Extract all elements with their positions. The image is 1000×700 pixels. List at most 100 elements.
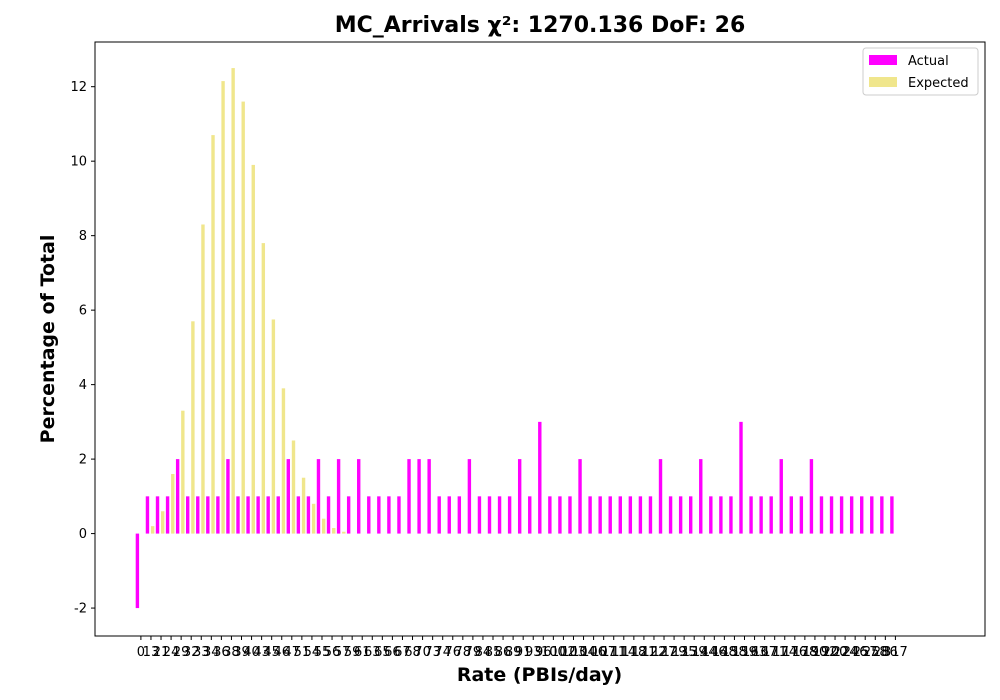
x-tick-label: 46: [273, 645, 290, 660]
bar-actual-224: [839, 496, 844, 534]
bar-expected-13: [150, 526, 155, 534]
bar-actual-61: [357, 459, 361, 534]
bar-actual-121: [638, 496, 643, 534]
bar-actual-73: [427, 459, 431, 534]
y-tick-label: 2: [79, 453, 87, 468]
x-tick-label: 178: [792, 645, 817, 660]
bar-actual-114: [618, 496, 622, 534]
x-tick-label: 104: [571, 645, 596, 660]
x-tick-label: 38: [223, 645, 240, 660]
x-tick-label: 106: [581, 645, 606, 660]
x-tick-label: 40: [243, 645, 260, 660]
bar-actual-59: [346, 496, 351, 534]
bar-expected-24: [171, 474, 175, 534]
bar-actual-258: [870, 496, 874, 534]
bar-actual-86: [497, 496, 502, 534]
x-tick-label: 51: [294, 645, 311, 660]
plot-area: [135, 68, 894, 609]
bar-actual-63: [367, 496, 371, 534]
x-tick-label: 84: [475, 645, 492, 660]
x-tick-label: 317: [883, 645, 908, 660]
x-tick-label: 246: [843, 645, 868, 660]
bar-actual-148: [719, 496, 723, 534]
x-tick-label: 171: [762, 645, 787, 660]
bar-expected-29: [181, 410, 185, 534]
bar-actual-163: [749, 496, 753, 534]
bar-actual-57: [336, 459, 341, 534]
bar-actual-167: [759, 496, 763, 534]
x-tick-label: 121: [631, 645, 656, 660]
bar-actual-68: [407, 459, 411, 534]
x-tick-label: 67: [394, 645, 411, 660]
bar-actual-84: [477, 496, 482, 534]
bar-actual-39: [236, 496, 240, 534]
bar-expected-36: [221, 81, 225, 534]
x-tick-label: 167: [752, 645, 777, 660]
x-tick-label: 257: [853, 645, 878, 660]
x-tick-label: 0: [137, 645, 145, 660]
x-tick-label: 57: [334, 645, 351, 660]
y-axis-label: Percentage of Total: [37, 235, 59, 444]
bar-actual-45: [266, 496, 270, 534]
bar-expected-21: [161, 511, 165, 534]
bar-expected-46: [281, 388, 286, 534]
bar-actual-36: [216, 496, 220, 534]
x-axis-label: Rate (PBIs/day): [457, 664, 622, 686]
bar-actual-38: [226, 459, 230, 534]
x-tick-label: 86: [495, 645, 512, 660]
x-tick-label: 24: [163, 645, 180, 660]
bar-actual-76: [447, 496, 451, 534]
x-tick-label: 93: [525, 645, 542, 660]
bar-expected-54: [311, 503, 316, 534]
bar-actual-43: [256, 496, 260, 534]
bar-actual-158: [729, 496, 733, 534]
x-tick-label: 56: [324, 645, 341, 660]
bar-actual-34: [206, 496, 210, 534]
x-tick-label: 89: [505, 645, 522, 660]
x-tick-label: 61: [354, 645, 371, 660]
bar-actual-176: [789, 496, 793, 534]
x-tick-label: 118: [621, 645, 646, 660]
axes-frame: [94, 41, 986, 637]
bar-actual-122: [648, 496, 653, 534]
x-tick-label: 79: [465, 645, 482, 660]
bar-actual-135: [678, 496, 683, 534]
bar-actual-85: [487, 496, 492, 534]
x-tick-label: 144: [692, 645, 717, 660]
x-tick-label: 174: [772, 645, 797, 660]
bar-actual-286: [880, 496, 884, 534]
bar-actual-29: [175, 459, 180, 534]
x-tick-label: 47: [284, 645, 301, 660]
bar-actual-159: [739, 421, 743, 534]
bar-actual-190: [809, 459, 814, 534]
bar-actual-103: [568, 496, 572, 534]
x-tick-label: 146: [702, 645, 727, 660]
bar-actual-146: [709, 496, 713, 534]
bar-actual-129: [668, 496, 673, 534]
legend-label-actual: Actual: [908, 54, 949, 69]
x-tick-label: 190: [803, 645, 828, 660]
bar-actual-91: [517, 459, 522, 534]
bar-actual-93: [528, 496, 532, 534]
x-tick-label: 103: [561, 645, 586, 660]
x-tick-label: 258: [863, 645, 888, 660]
bar-expected-51: [301, 477, 306, 534]
bar-expected-33: [201, 224, 205, 534]
x-tick-label: 34: [203, 645, 220, 660]
x-tick-label: 59: [344, 645, 361, 660]
x-tick-label: 96: [535, 645, 552, 660]
x-tick-label: 224: [833, 645, 858, 660]
bar-actual-257: [860, 496, 864, 534]
bar-actual-174: [779, 459, 783, 534]
x-tick-label: 176: [782, 645, 807, 660]
bar-actual-21: [155, 496, 160, 534]
x-tick-label: 33: [193, 645, 210, 660]
x-tick-label: 192: [813, 645, 838, 660]
x-axis: 0132124293233343638394043454647515455565…: [137, 636, 908, 660]
x-tick-label: 200: [823, 645, 848, 660]
bar-expected-57: [342, 531, 346, 534]
x-tick-label: 74: [434, 645, 451, 660]
y-tick-label: 6: [79, 304, 87, 319]
